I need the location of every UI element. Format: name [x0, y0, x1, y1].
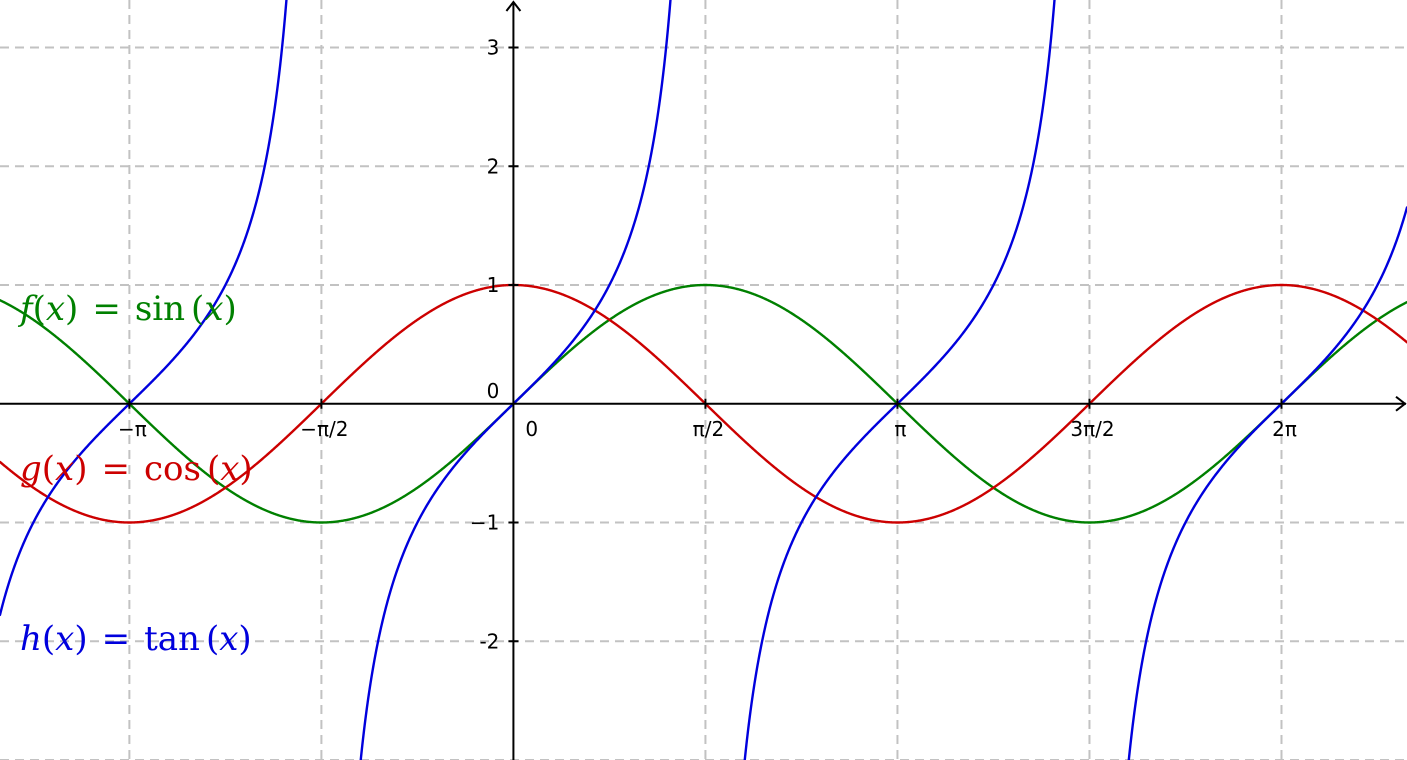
series-line-sin: [0, 283, 1407, 524]
x-tick-label: π/2: [693, 417, 725, 441]
x-tick-label: −π/2: [300, 417, 348, 441]
y-tick-label: 3: [487, 36, 500, 60]
series-label-cos: g(x) = cos (x): [20, 449, 253, 489]
x-tick-label: 2π: [1272, 417, 1297, 441]
x-tick-label: π: [894, 417, 906, 441]
series-line-cos: [0, 283, 1407, 524]
tick-labels: −π −π/2 0 π/2 π 3π/2 2π 3 2 1 0 −1 -2: [118, 36, 1297, 654]
x-tick-label: −π: [118, 417, 147, 441]
x-axis-arrow-icon: [1395, 395, 1407, 412]
y-tick-label: 2: [487, 154, 500, 178]
y-tick-label: 1: [487, 273, 500, 297]
y-axis-arrow-icon: [505, 0, 522, 12]
y-tick-label: -2: [479, 629, 499, 653]
x-tick-label: 0: [525, 417, 538, 441]
x-tick-label: 3π/2: [1070, 417, 1114, 441]
y-tick-label: 0: [487, 379, 500, 403]
series-label-tan: h(x) = tan (x): [20, 619, 252, 659]
y-tick-label: −1: [470, 511, 499, 535]
series-label-sin: f(x) = sin (x): [17, 289, 237, 329]
